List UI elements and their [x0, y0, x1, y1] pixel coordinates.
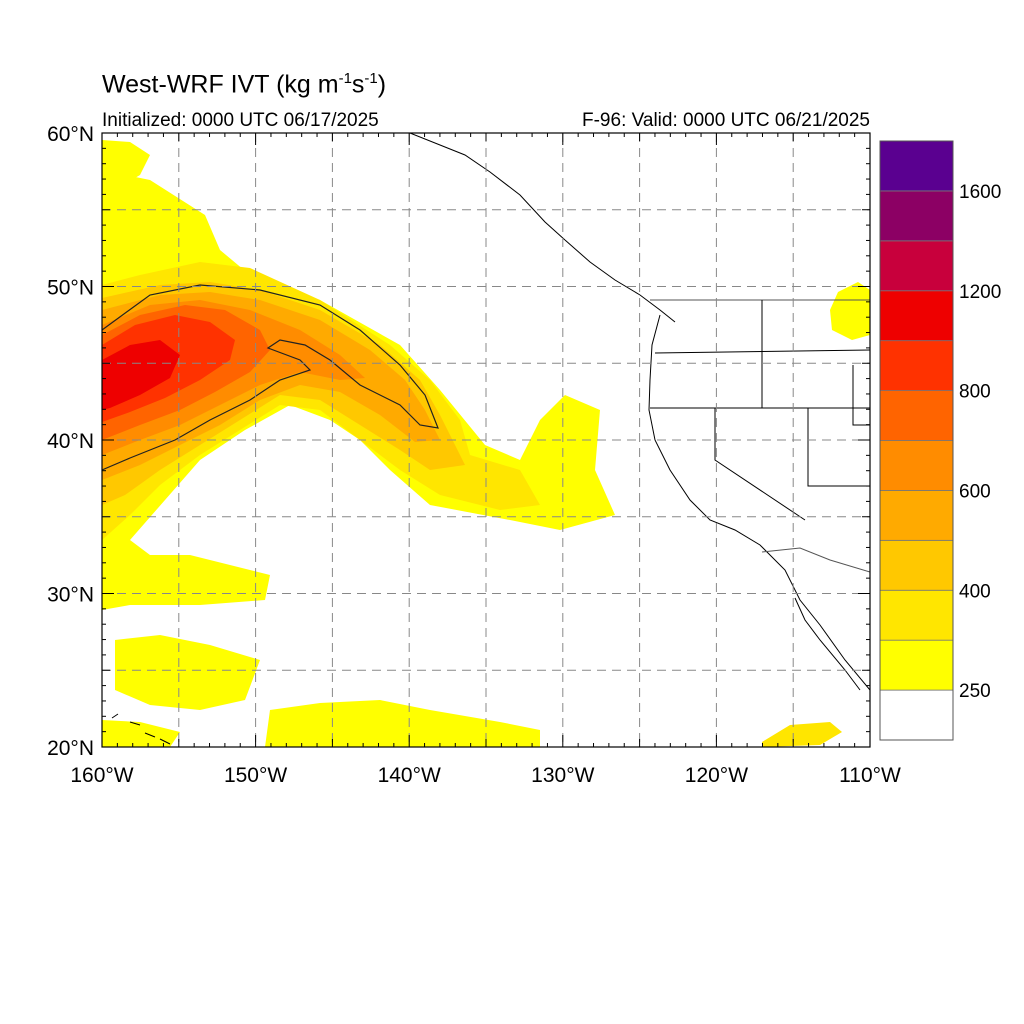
mexico-border — [761, 547, 870, 573]
ivt-patch-rockies — [830, 282, 870, 340]
colorbar-label: 250 — [959, 681, 991, 702]
colorbar-label: 1600 — [959, 182, 1001, 203]
ivt-patch-south — [265, 700, 540, 747]
colorbar-bin — [879, 539, 954, 591]
lon-tick-label: 160°W — [70, 764, 133, 787]
colorbar-bin — [879, 340, 954, 391]
colorbar-bin-below — [879, 689, 954, 741]
coastlines — [111, 133, 870, 745]
colorbar-label: 400 — [959, 581, 991, 602]
lat-tick-label: 20°N — [47, 737, 94, 760]
valid-time-label: F-96: Valid: 0000 UTC 06/21/2025 — [582, 110, 870, 131]
hawaii-islands — [111, 713, 171, 745]
colorbar-bin — [879, 440, 954, 491]
graticule — [102, 133, 870, 747]
baja-coast — [794, 597, 861, 691]
initialized-label: Initialized: 0000 UTC 06/17/2025 — [102, 110, 379, 131]
lon-tick-label: 120°W — [685, 764, 748, 787]
ivt-contour — [102, 284, 439, 471]
colorbar-bin — [879, 140, 954, 192]
wyoming-boundary — [852, 365, 870, 426]
map-title: West-WRF IVT (kg m-1s-1) — [102, 70, 387, 99]
colorbar-bin — [879, 190, 954, 242]
lon-tick-label: 130°W — [531, 764, 594, 787]
colorbar-frame — [879, 140, 954, 741]
lon-tick-label: 140°W — [378, 764, 441, 787]
axis-labels: 60°N 50°N 40°N 30°N 20°N 160°W 150°W 140°W 130°W… — [47, 123, 901, 787]
bc-coast — [564, 239, 676, 323]
colorbar-bin — [879, 290, 954, 342]
utah-boundary — [807, 408, 870, 487]
lon-tick-label: 150°W — [224, 764, 287, 787]
ivt-field — [102, 140, 870, 747]
lat-tick-label: 30°N — [47, 584, 94, 607]
ivt-patch-baja — [762, 722, 842, 747]
axis-ticks — [101, 132, 871, 748]
ivt-1000-region — [102, 340, 180, 410]
colorbar-bin — [879, 639, 954, 691]
colorbar-label: 1200 — [959, 282, 1001, 303]
colorbar-bin — [879, 390, 954, 441]
lat-tick-label: 50°N — [47, 277, 94, 300]
ivt-patch-north — [102, 140, 150, 190]
colorbar: 250 400 600 800 1200 1600 — [879, 140, 1001, 741]
colorbar-bin — [879, 589, 954, 641]
colorbar-label: 600 — [959, 481, 991, 502]
us-west-coast — [648, 314, 870, 691]
lon-tick-label: 110°W — [839, 764, 901, 787]
alaska-coast — [409, 133, 566, 241]
ivt-patch-southwest — [102, 720, 180, 747]
contour-line-outer — [102, 284, 439, 471]
colorbar-label: 800 — [959, 382, 991, 403]
lat-tick-label: 60°N — [47, 123, 94, 146]
nevada-boundary — [714, 408, 806, 521]
colorbar-bin — [879, 240, 954, 292]
colorbar-bin — [879, 490, 954, 541]
ivt-patch-subtropics — [115, 635, 260, 710]
lat-tick-label: 40°N — [47, 430, 94, 453]
